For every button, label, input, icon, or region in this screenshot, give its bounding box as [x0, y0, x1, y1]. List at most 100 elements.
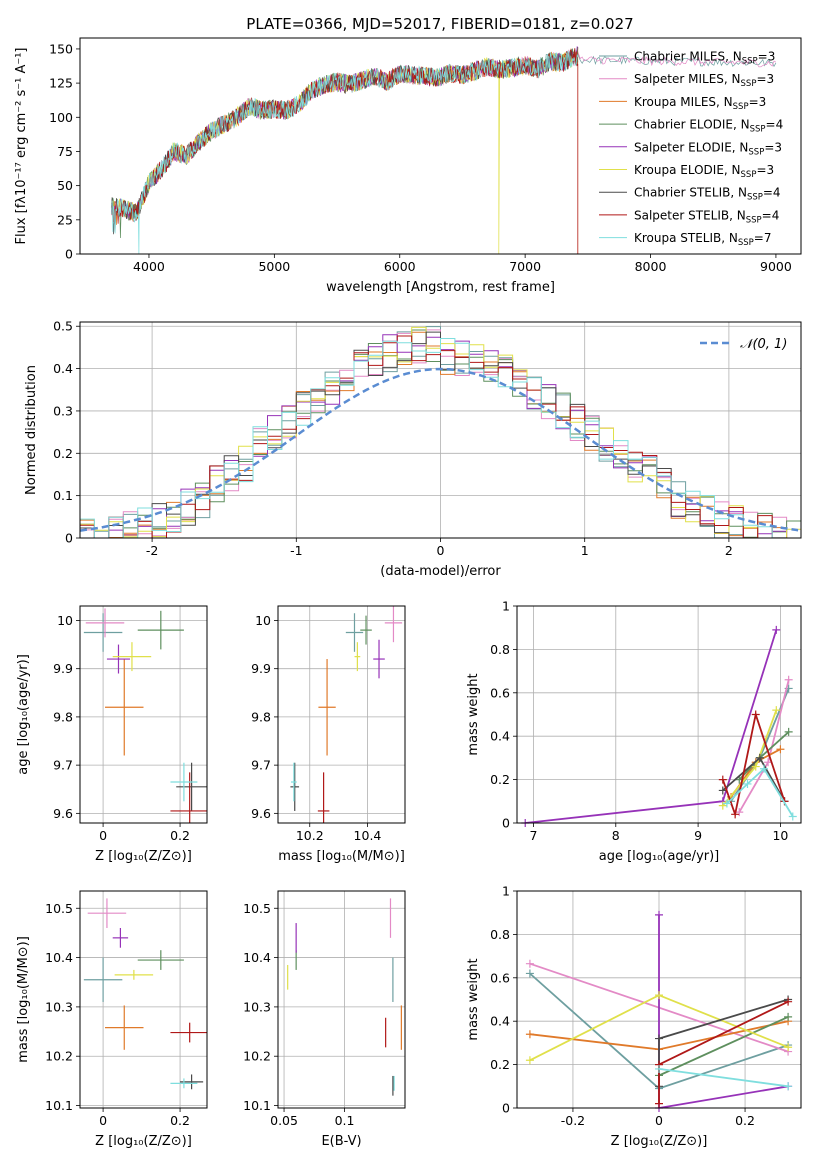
x-axis-label: Z [log₁₀(Z/Z⊙)]	[611, 1134, 708, 1149]
legend-subscript: SSP	[750, 125, 766, 135]
x-tick-label: 8	[612, 828, 620, 843]
x-tick-label: 9	[694, 828, 702, 843]
y-axis-label: Flux [fλ10⁻¹⁷ erg cm⁻² s⁻¹ A⁻¹]	[14, 48, 29, 245]
axes-residuals: -2 -1 0 1 2 0 0.1 0.2 0.3 0.4 0.5 (data-model)/erro…	[24, 319, 802, 579]
x-tick-label: 0.2	[170, 1113, 190, 1128]
legend-subscript: SSP	[733, 102, 749, 112]
data-point	[105, 1005, 144, 1050]
weight-marker	[755, 753, 764, 762]
legend-entry: Salpeter STELIB, NSSP=4	[634, 208, 779, 225]
y-tick-label: 10.5	[45, 901, 73, 916]
x-tick-label: 4000	[133, 259, 165, 274]
histogram-series	[80, 338, 801, 538]
weight-marker	[788, 812, 797, 821]
axes-age_vs_Z: 0 0.2 9.6 9.7 9.8 9.9 10 Z [log₁₀(Z/Z⊙)] age [lo…	[16, 605, 208, 864]
figure-title: PLATE=0366, MJD=52017, FIBERID=0181, z=0…	[246, 15, 633, 33]
x-tick-label: 7	[529, 828, 537, 843]
weight-marker	[784, 675, 793, 684]
y-tick-label: 10	[255, 613, 271, 628]
legend-subscript: SSP	[738, 238, 754, 248]
y-tick-label: 9.8	[251, 709, 271, 724]
x-tick-label: 0.2	[170, 828, 190, 843]
y-tick-label: 0	[502, 1101, 510, 1116]
histogram-series	[80, 335, 801, 538]
data-point	[112, 642, 152, 672]
weight-marker	[743, 779, 752, 788]
data-point	[345, 613, 364, 652]
x-tick-label: -0.2	[561, 1113, 585, 1128]
y-tick-label: 0.4	[490, 1014, 510, 1029]
axes-frame	[79, 37, 802, 255]
x-tick-label: 0	[437, 543, 445, 558]
y-tick-label: 0	[65, 247, 73, 262]
data-point	[317, 772, 330, 823]
y-tick-label: 9.9	[251, 661, 271, 676]
legend-text: =7	[754, 231, 772, 245]
legend-subscript: SSP	[748, 147, 764, 157]
y-tick-label: 0.2	[490, 1057, 510, 1072]
weight-marker	[784, 1082, 793, 1091]
weight-line	[658, 998, 789, 1087]
legend-text: Kroupa MILES, N	[634, 95, 733, 109]
x-axis-label: wavelength [Angstrom, rest frame]	[326, 280, 555, 295]
x-tick-label: 8000	[635, 259, 667, 274]
axes-weight_vs_age: 7 8 9 10 0 0.2 0.4 0.6 0.8 1 age [log₁₀(age/yr)] ma…	[466, 599, 802, 864]
x-axis-label: mass [log₁₀(M/M⊙)]	[278, 849, 405, 864]
y-axis-label: Normed distribution	[24, 365, 39, 495]
legend-entry: Chabrier ELODIE, NSSP=4	[634, 118, 783, 135]
axes-frame	[277, 890, 406, 1109]
y-tick-label: 9.6	[53, 806, 73, 821]
weight-line	[658, 914, 789, 1108]
legend-text: =4	[762, 208, 780, 222]
data-point	[360, 615, 372, 645]
data-point	[170, 1022, 207, 1043]
legend-text: Kroupa ELODIE, N	[634, 163, 741, 177]
weight-marker	[784, 997, 793, 1006]
legend-text: =3	[756, 163, 774, 177]
data-point	[83, 957, 123, 1002]
data-point	[114, 969, 154, 980]
data-point	[354, 642, 361, 672]
weight-marker	[655, 1064, 663, 1073]
legend-entry: Chabrier MILES, NSSP=3	[634, 50, 775, 67]
legend-subscript: SSP	[742, 57, 758, 67]
data-point	[176, 762, 207, 811]
y-tick-label: 125	[49, 76, 73, 91]
x-tick-label: 10	[772, 828, 788, 843]
x-tick-label: 7000	[509, 259, 541, 274]
data-point	[318, 659, 336, 756]
legend-entry: Salpeter MILES, NSSP=3	[634, 72, 774, 89]
weight-line	[658, 1068, 789, 1088]
x-axis-label: Z [log₁₀(Z/Z⊙)]	[95, 1134, 192, 1149]
data-point	[373, 639, 385, 679]
x-tick-label: 0	[99, 1113, 107, 1128]
legend-subscript: SSP	[741, 79, 757, 89]
y-tick-label: 10.1	[45, 1098, 73, 1113]
y-tick-label: 0.4	[490, 729, 510, 744]
x-tick-label: 6000	[384, 259, 416, 274]
data-point	[85, 608, 125, 638]
x-tick-label: 0.2	[735, 1113, 755, 1128]
data-point	[384, 606, 403, 643]
y-tick-label: 25	[57, 212, 73, 227]
y-axis-label: mass [log₁₀(M/M⊙)]	[16, 936, 31, 1063]
y-axis-label: mass weight	[466, 673, 481, 755]
weight-marker	[655, 991, 663, 1000]
weight-marker	[776, 745, 785, 754]
y-tick-label: 50	[57, 178, 73, 193]
weight-marker	[718, 801, 727, 810]
weight-marker	[655, 910, 663, 919]
legend-text: Salpeter MILES, N	[634, 72, 741, 86]
y-tick-label: 9.6	[251, 806, 271, 821]
weight-marker	[784, 1043, 793, 1052]
y-tick-label: 0.2	[490, 772, 510, 787]
legend-subscript: SSP	[746, 215, 762, 225]
y-tick-label: 0.3	[53, 403, 73, 418]
x-tick-label: 10.2	[296, 828, 324, 843]
axes-frame	[79, 321, 802, 539]
legend-text: Salpeter STELIB, N	[634, 208, 746, 222]
weight-marker	[751, 762, 760, 771]
legend-entry: 𝒩(0, 1)	[740, 337, 787, 352]
